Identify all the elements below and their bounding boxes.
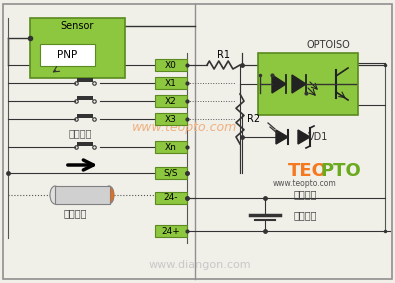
Text: R1: R1: [217, 50, 230, 60]
Polygon shape: [276, 130, 288, 144]
Text: 24-: 24-: [164, 194, 178, 203]
Bar: [155, 113, 187, 125]
Bar: [77, 96, 93, 100]
Text: VD1: VD1: [308, 132, 328, 142]
Text: PNP: PNP: [57, 50, 78, 60]
Polygon shape: [298, 130, 310, 144]
Bar: [155, 95, 187, 107]
Bar: [155, 141, 187, 153]
Text: 24+: 24+: [162, 226, 181, 235]
Bar: [77, 142, 93, 146]
Bar: [258, 53, 358, 115]
Text: TEO: TEO: [288, 162, 328, 180]
Text: www.teopto.com: www.teopto.com: [273, 179, 337, 188]
Text: X0: X0: [165, 61, 177, 70]
Text: PTO: PTO: [320, 162, 361, 180]
Bar: [155, 225, 187, 237]
Bar: [155, 77, 187, 89]
Bar: [30, 18, 125, 78]
Polygon shape: [272, 75, 286, 93]
Text: 输入元件: 输入元件: [68, 128, 92, 138]
Bar: [77, 114, 93, 118]
Text: X2: X2: [165, 97, 177, 106]
Bar: [77, 78, 93, 82]
Bar: [155, 192, 187, 204]
Text: 内置电源: 内置电源: [293, 210, 317, 220]
Bar: [40, 44, 95, 66]
Polygon shape: [292, 75, 306, 93]
Ellipse shape: [104, 186, 114, 204]
Text: www.teopto.com: www.teopto.com: [132, 121, 238, 134]
Text: X1: X1: [165, 78, 177, 87]
Text: www.diangon.com: www.diangon.com: [149, 260, 251, 270]
Ellipse shape: [50, 186, 60, 204]
Text: R2: R2: [247, 114, 261, 124]
Text: 外置电源: 外置电源: [63, 208, 87, 218]
Text: 内置电源: 内置电源: [293, 189, 317, 199]
Text: X3: X3: [165, 115, 177, 123]
Bar: [155, 59, 187, 71]
Bar: [155, 167, 187, 179]
Text: S/S: S/S: [164, 168, 178, 177]
Text: Sensor: Sensor: [61, 21, 94, 31]
Text: Xn: Xn: [165, 143, 177, 151]
Text: OPTOISO: OPTOISO: [306, 40, 350, 50]
Bar: [55, 186, 110, 204]
